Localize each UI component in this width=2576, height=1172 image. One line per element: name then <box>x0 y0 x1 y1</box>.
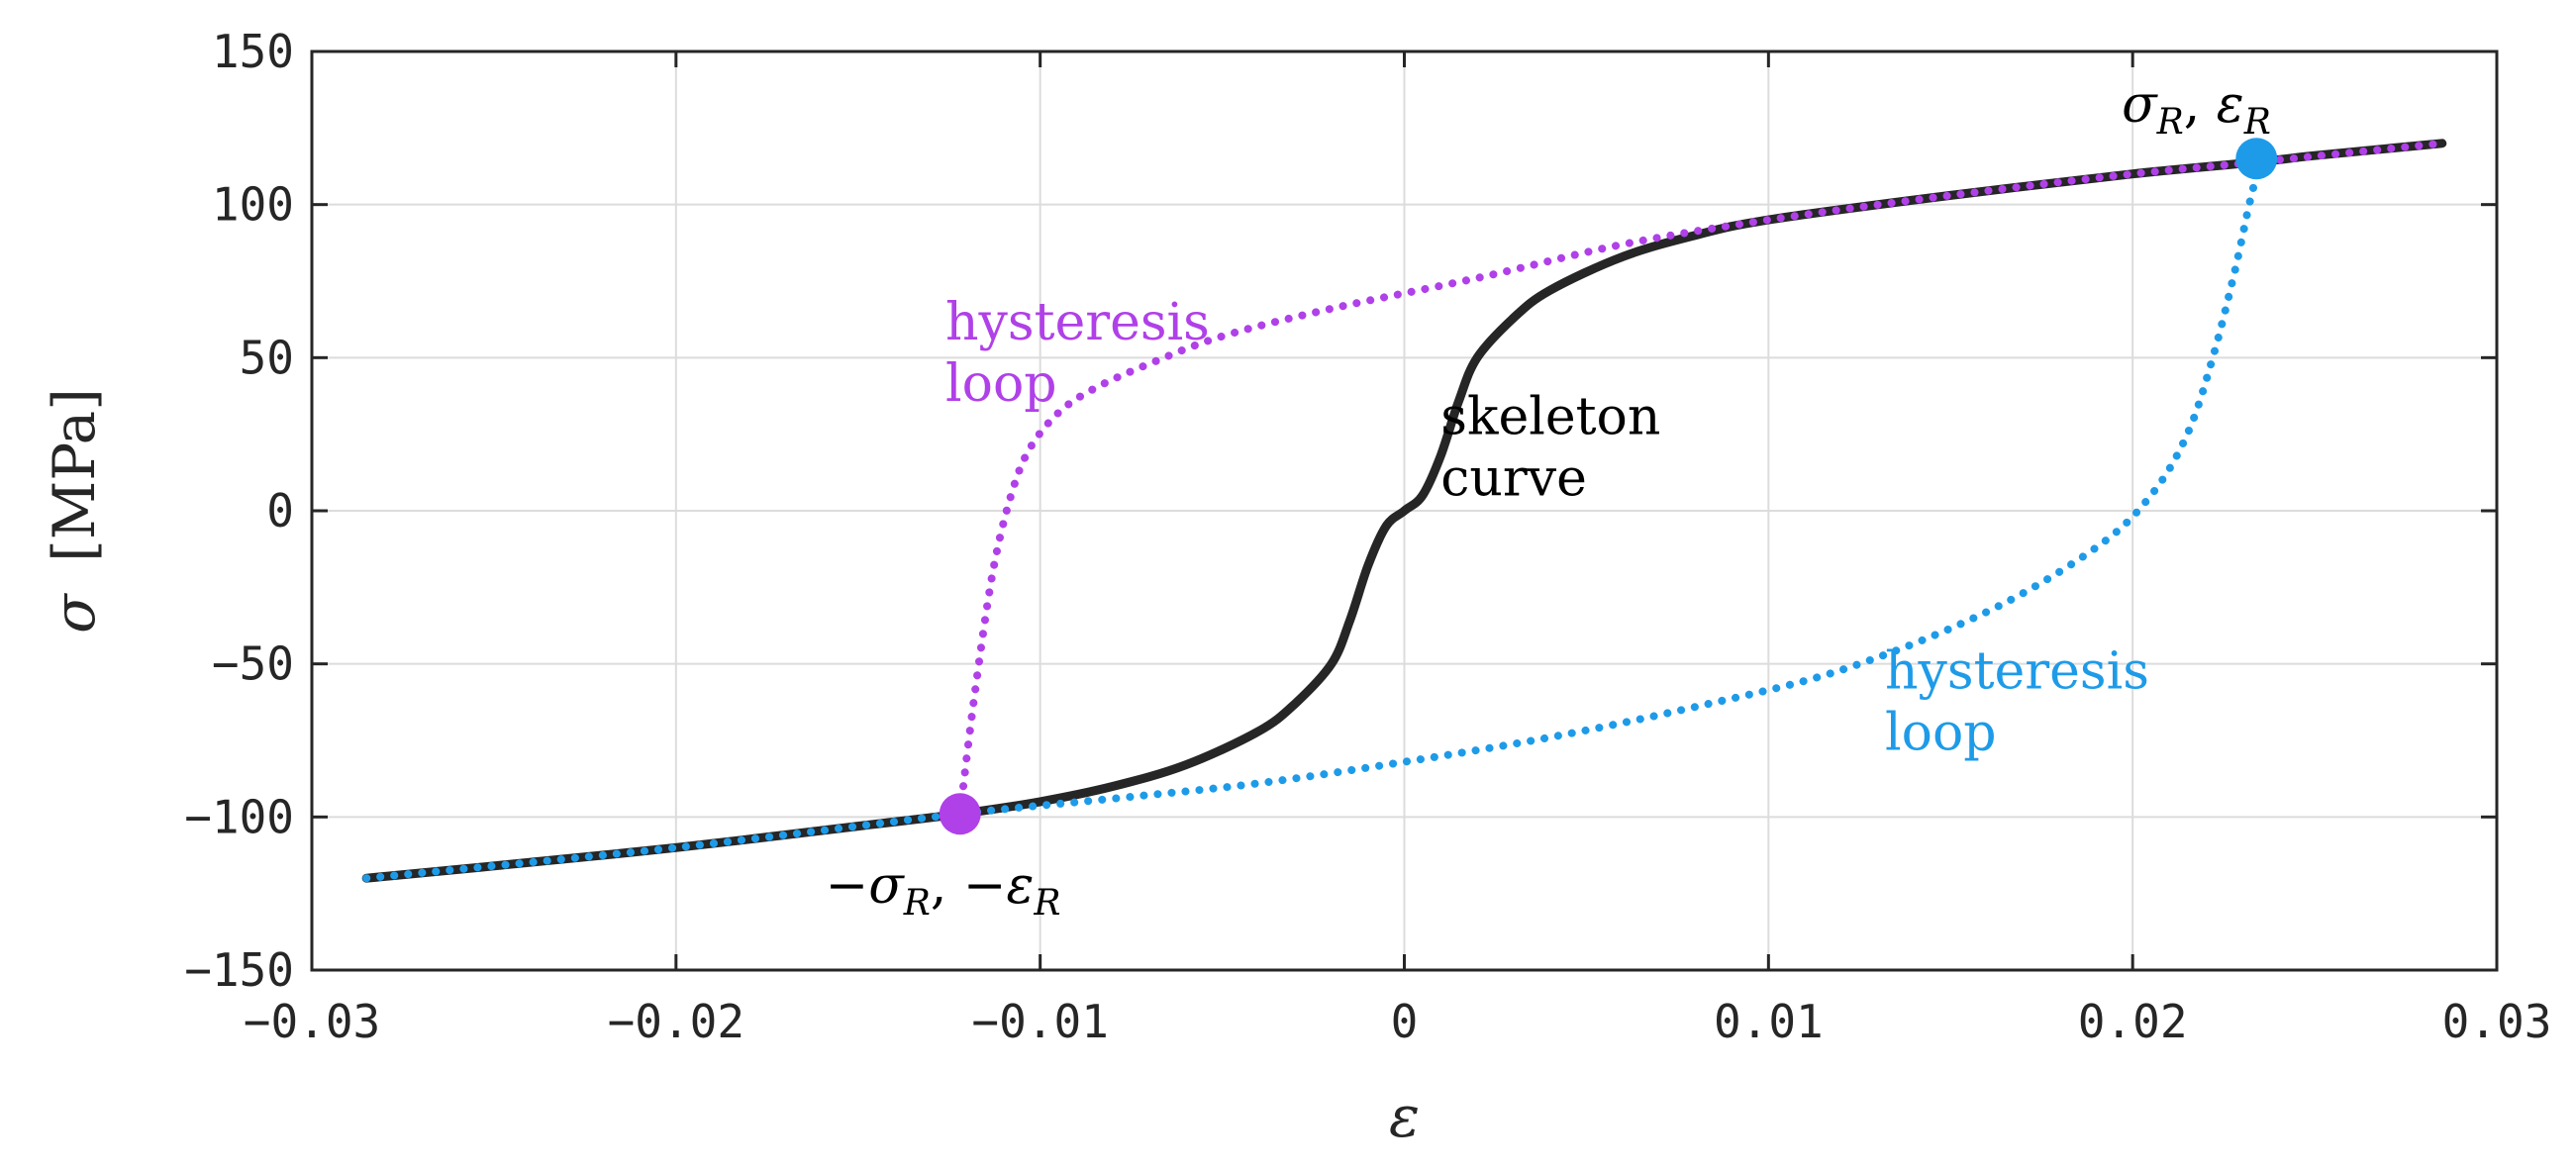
label-subscript: R <box>903 883 931 924</box>
label-separator: , <box>2184 75 2217 135</box>
label-main: −σ <box>826 856 906 916</box>
annotation-line: curve <box>1440 449 1587 509</box>
label-main: ε <box>1006 856 1034 916</box>
annotation-line: hysteresis <box>1885 641 2149 701</box>
y-tick-label: 50 <box>240 331 294 384</box>
y-axis-unit: [MPa] <box>41 388 108 562</box>
y-tick-label: 150 <box>212 25 294 78</box>
annotation-line: hysteresis <box>945 293 1210 352</box>
point-label-neg: −σR, −εR <box>826 856 1061 924</box>
label-main: σ <box>2122 75 2158 135</box>
annotation-purple-loop: hysteresis loop <box>945 293 1210 414</box>
x-tick-label: −0.01 <box>971 995 1108 1048</box>
annotation-line: skeleton <box>1440 388 1660 447</box>
y-tick-label: 100 <box>212 178 294 232</box>
point-label-pos: σR, εR <box>2122 75 2271 143</box>
label-subscript: R <box>2156 102 2184 143</box>
label-subscript: R <box>2243 102 2271 143</box>
annotation-line: loop <box>945 354 1057 414</box>
y-tick-label: −150 <box>184 943 294 997</box>
y-tick-label: −50 <box>212 637 294 691</box>
y-axis-label: σ [MPa] <box>41 388 108 634</box>
annotation-skeleton: skeleton curve <box>1440 388 1660 509</box>
marker-point <box>939 793 981 835</box>
x-axis-label: ε <box>1389 1083 1420 1150</box>
tick-labels: −0.03 −0.02 −0.01 0 0.01 0.02 0.03 150 100 50 0 −50… <box>184 25 2551 1048</box>
y-tick-label: 0 <box>266 484 294 537</box>
x-tick-label: −0.03 <box>244 995 380 1048</box>
x-tick-label: 0.01 <box>1714 995 1824 1048</box>
annotation-line: loop <box>1885 703 1997 762</box>
marker-point <box>2235 138 2278 180</box>
points-layer <box>939 138 2278 835</box>
label-subscript: R <box>1033 883 1060 924</box>
x-tick-label: −0.02 <box>608 995 744 1048</box>
y-axis-symbol: σ <box>41 593 108 634</box>
series-line-hysteresis-loop-purple <box>955 139 2446 819</box>
x-tick-label: 0 <box>1391 995 1419 1048</box>
label-separator: , − <box>931 856 1007 916</box>
annotation-blue-loop: hysteresis loop <box>1885 641 2149 762</box>
y-tick-label: −100 <box>184 790 294 843</box>
x-tick-label: 0.02 <box>2078 995 2188 1048</box>
label-main: ε <box>2217 75 2244 135</box>
x-tick-label: 0.03 <box>2442 995 2552 1048</box>
